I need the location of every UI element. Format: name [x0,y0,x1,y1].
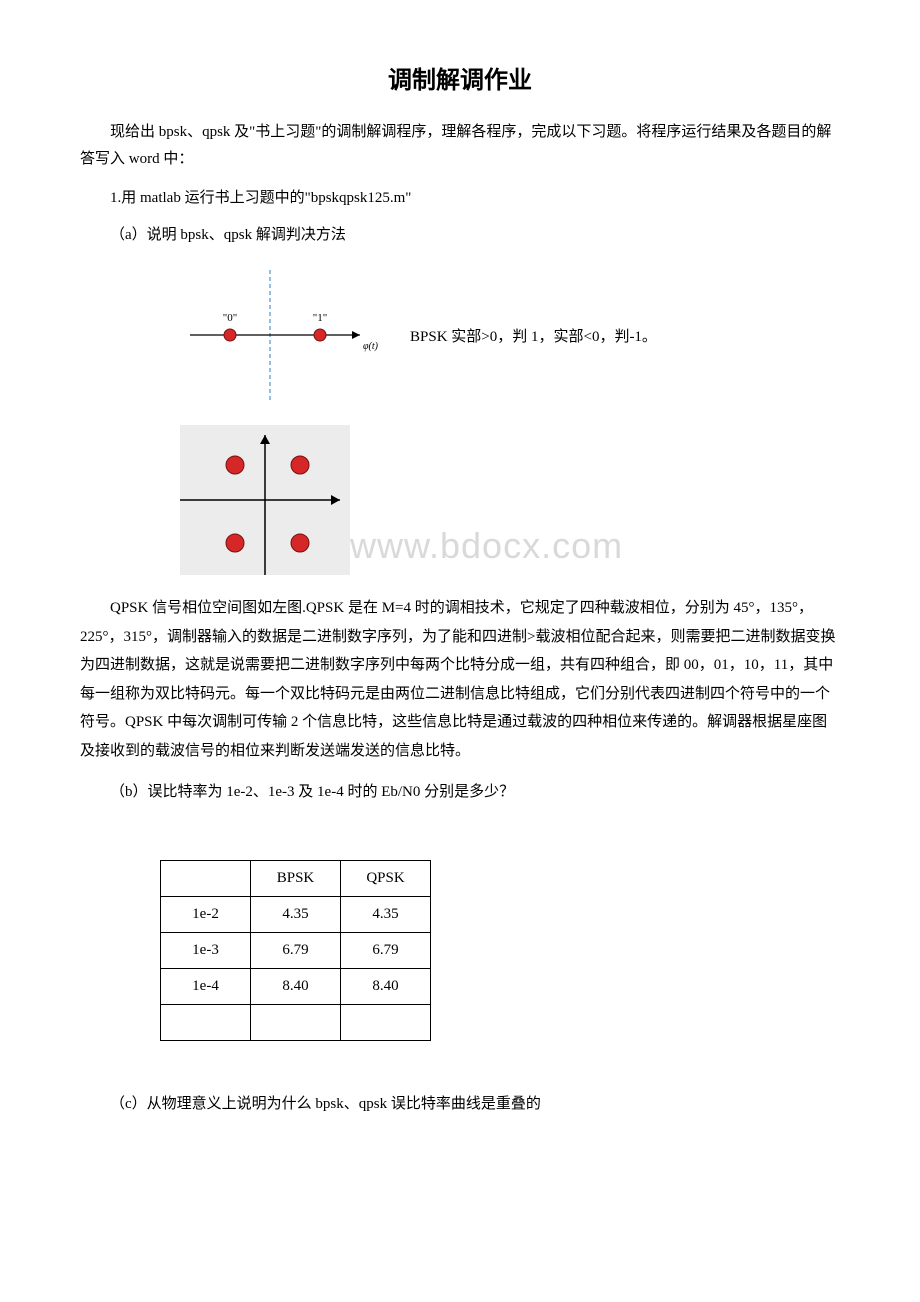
question-1a: （a）说明 bpsk、qpsk 解调判决方法 [80,222,840,249]
bpsk-constellation-diagram: "0" "1" φ(t) [180,265,380,405]
table-cell: 8.40 [251,969,341,1005]
page-title: 调制解调作业 [80,60,840,95]
bpsk-axis-label: φ(t) [363,341,379,352]
table-cell: 1e-4 [161,969,251,1005]
table-row: 1e-2 4.35 4.35 [161,897,431,933]
table-cell: 8.40 [341,969,431,1005]
table-cell: 1e-2 [161,897,251,933]
bpsk-label-zero: "0" [223,312,237,324]
qpsk-explanation: QPSK 信号相位空间图如左图.QPSK 是在 M=4 时的调相技术，它规定了四… [80,594,840,765]
watermark-text: www.bdocx.com [350,525,623,567]
bpsk-diagram-row: "0" "1" φ(t) BPSK 实部>0，判 1，实部<0，判-1。 [180,265,840,405]
table-cell: 6.79 [341,933,431,969]
bpsk-caption: BPSK 实部>0，判 1，实部<0，判-1。 [410,325,657,346]
table-header-row: BPSK QPSK [161,861,431,897]
table-cell [251,1005,341,1041]
table-row: 1e-4 8.40 8.40 [161,969,431,1005]
intro-text: 现给出 bpsk、qpsk 及"书上习题"的调制解调程序，理解各程序，完成以下习… [80,119,840,173]
qpsk-constellation-diagram [180,425,350,575]
question-1c: （c）从物理意义上说明为什么 bpsk、qpsk 误比特率曲线是重叠的 [80,1091,840,1118]
qpsk-block: www.bdocx.com [180,425,840,580]
table-cell: 1e-3 [161,933,251,969]
bpsk-label-one: "1" [313,312,327,324]
table-cell [161,1005,251,1041]
table-row: 1e-3 6.79 6.79 [161,933,431,969]
question-1: 1.用 matlab 运行书上习题中的"bpskqpsk125.m" [80,185,840,212]
table-row [161,1005,431,1041]
table-cell: 4.35 [251,897,341,933]
ber-table: BPSK QPSK 1e-2 4.35 4.35 1e-3 6.79 6.79 … [160,860,431,1041]
table-cell: 6.79 [251,933,341,969]
table-header-qpsk: QPSK [341,861,431,897]
table-header-bpsk: BPSK [251,861,341,897]
table-header-blank [161,861,251,897]
table-cell [341,1005,431,1041]
question-1b: （b）误比特率为 1e-2、1e-3 及 1e-4 时的 Eb/N0 分别是多少… [80,779,840,806]
table-cell: 4.35 [341,897,431,933]
